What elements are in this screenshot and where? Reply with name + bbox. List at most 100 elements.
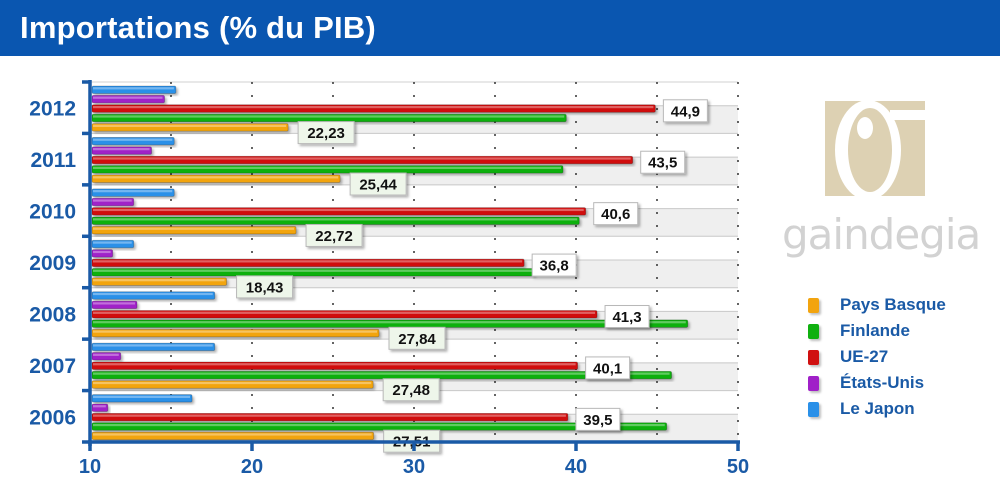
bar-highlight <box>93 433 372 436</box>
bar-highlight <box>93 218 578 221</box>
bar-highlight <box>93 176 339 179</box>
data-label-box <box>593 202 639 226</box>
x-tick-label: 50 <box>727 456 749 478</box>
bar--tats-unis-2010 <box>91 197 135 207</box>
data-label: 43,5 <box>648 155 677 172</box>
legend-label: Le Japon <box>840 399 915 418</box>
bar-highlight <box>93 250 111 254</box>
data-label: 40,6 <box>601 206 630 223</box>
data-label: 22,72 <box>315 228 353 245</box>
bar--tats-unis-2012 <box>91 95 165 104</box>
bar-highlight <box>93 87 174 90</box>
data-label-box <box>236 275 294 299</box>
bar-highlight <box>93 279 225 282</box>
y-tick-label: 2010 <box>29 201 76 224</box>
bar-pays-basque-2011 <box>91 174 341 183</box>
bar-pays-basque-2010 <box>91 226 297 235</box>
data-label: 22,23 <box>307 125 345 142</box>
data-label: 36,8 <box>540 258 569 275</box>
y-tick-label: 2012 <box>29 98 76 121</box>
bar-finlande-2008 <box>91 319 689 328</box>
bar-highlight <box>93 292 213 296</box>
logo-text: gaindegia <box>782 210 981 259</box>
bar-highlight <box>93 344 213 347</box>
y-tick-label: 2006 <box>29 406 76 429</box>
bar-highlight <box>93 423 665 427</box>
bar--tats-unis-2008 <box>91 300 138 310</box>
bar-finlande-2010 <box>91 216 580 225</box>
bar-finlande-2006 <box>91 422 668 431</box>
title-bar: Importations (% du PIB) <box>0 0 1000 56</box>
bar-ue-27-2011 <box>91 155 634 165</box>
bar-finlande-2012 <box>91 113 567 123</box>
bar-highlight <box>93 115 565 118</box>
bar-le-japon-2010 <box>91 188 175 197</box>
bar--tats-unis-2007 <box>91 352 122 361</box>
bar-ue-27-2006 <box>91 412 569 422</box>
data-label-box <box>575 407 621 431</box>
data-label-box <box>349 172 407 196</box>
bar-highlight <box>93 381 372 385</box>
data-label-box <box>531 253 577 277</box>
data-label-box <box>297 121 355 145</box>
data-label: 25,44 <box>359 177 397 194</box>
bar-highlight <box>93 321 686 324</box>
axes: 10 20 30 40 50 2012 2011 2010 2009 2008 2007 2006 <box>29 80 749 478</box>
bar-highlight <box>93 260 523 263</box>
bar-highlight <box>93 405 106 408</box>
bar-highlight <box>93 302 135 305</box>
bar-highlight <box>93 157 631 160</box>
x-tick-label: 10 <box>79 456 101 478</box>
legend-swatch-icon <box>808 323 819 339</box>
bar-le-japon-2011 <box>91 137 175 146</box>
bars <box>91 85 689 441</box>
gaindegia-logo: gaindegia <box>780 100 981 280</box>
logo-mark-icon <box>825 100 925 200</box>
bar-ue-27-2007 <box>91 361 579 370</box>
bar-finlande-2009 <box>91 268 535 277</box>
data-label: 40,1 <box>593 360 622 377</box>
bar-highlight <box>93 138 173 141</box>
legend: Pays Basque Finlande UE-27 États-Unis Le Jap… <box>808 292 946 422</box>
bar--tats-unis-2006 <box>91 403 109 412</box>
legend-swatch-icon <box>808 401 819 417</box>
data-label-box <box>382 378 440 402</box>
data-label: 41,3 <box>612 309 641 326</box>
legend-item: États-Unis <box>808 370 946 396</box>
bar--tats-unis-2011 <box>91 146 152 155</box>
legend-label: UE-27 <box>840 347 889 366</box>
legend-swatch-icon <box>808 297 819 313</box>
legend-label: États-Unis <box>840 373 925 392</box>
data-label-box <box>388 326 446 350</box>
bar-le-japon-2009 <box>91 239 135 249</box>
bar-le-japon-2006 <box>91 394 193 403</box>
legend-label: Pays Basque <box>840 295 946 314</box>
bar-ue-27-2012 <box>91 104 656 113</box>
bar-highlight <box>93 241 132 244</box>
bar-highlight <box>93 363 576 366</box>
y-tick-label: 2011 <box>30 149 76 172</box>
legend-swatch-icon <box>808 375 819 391</box>
bar-pays-basque-2007 <box>91 380 374 389</box>
data-label: 27,48 <box>392 382 430 399</box>
bar-highlight <box>93 372 670 375</box>
bar-highlight <box>93 311 596 314</box>
bar-highlight <box>93 330 378 333</box>
bar-finlande-2011 <box>91 165 564 174</box>
legend-item: Le Japon <box>808 396 946 422</box>
data-label-box <box>662 99 708 123</box>
bar-highlight <box>93 148 150 151</box>
y-tick-label: 2009 <box>29 252 76 275</box>
bar-highlight <box>93 269 532 272</box>
bar-highlight <box>93 208 584 212</box>
bar-pays-basque-2008 <box>91 328 380 338</box>
bar-highlight <box>93 199 132 202</box>
bar-highlight <box>93 395 191 398</box>
bar-highlight <box>93 124 287 127</box>
bar-finlande-2007 <box>91 370 672 380</box>
data-label: 39,5 <box>583 412 612 429</box>
bar-highlight <box>93 106 654 109</box>
bar-ue-27-2008 <box>91 310 598 319</box>
y-tick-label: 2007 <box>29 355 76 378</box>
